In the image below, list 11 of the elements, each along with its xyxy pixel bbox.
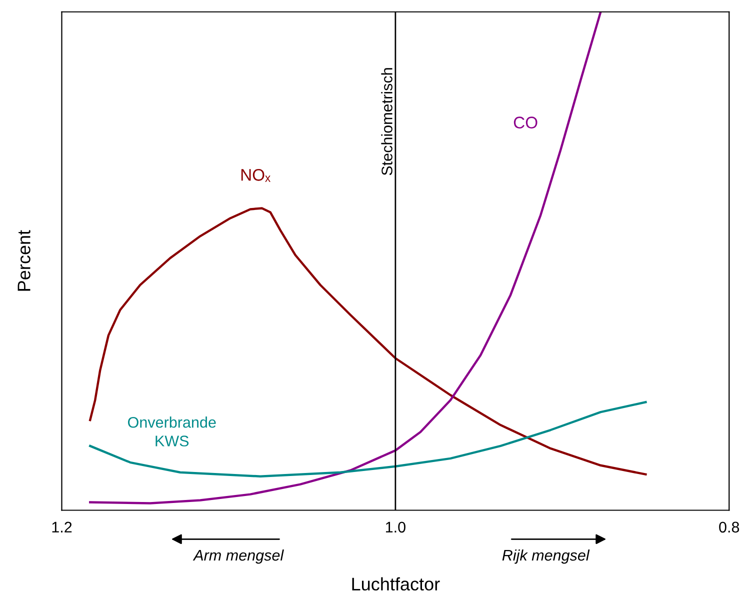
series-label: CO [514,116,538,128]
x-tick-label: 1.2 [52,522,72,532]
x-axis-title: Luchtfactor [352,577,440,591]
text: Arm mengsel [192,549,284,564]
y-axis-title: Percent [18,230,30,291]
x-tick-label: 0.8 [719,522,740,533]
series-label: Onverbrande KWS [128,416,216,446]
x-tick-label: 1.0 [386,522,406,533]
ref-line-label: Stechiometrisch [381,68,392,176]
series-label: NOₓ [241,169,270,182]
text: Rijk mengsel [502,549,590,564]
